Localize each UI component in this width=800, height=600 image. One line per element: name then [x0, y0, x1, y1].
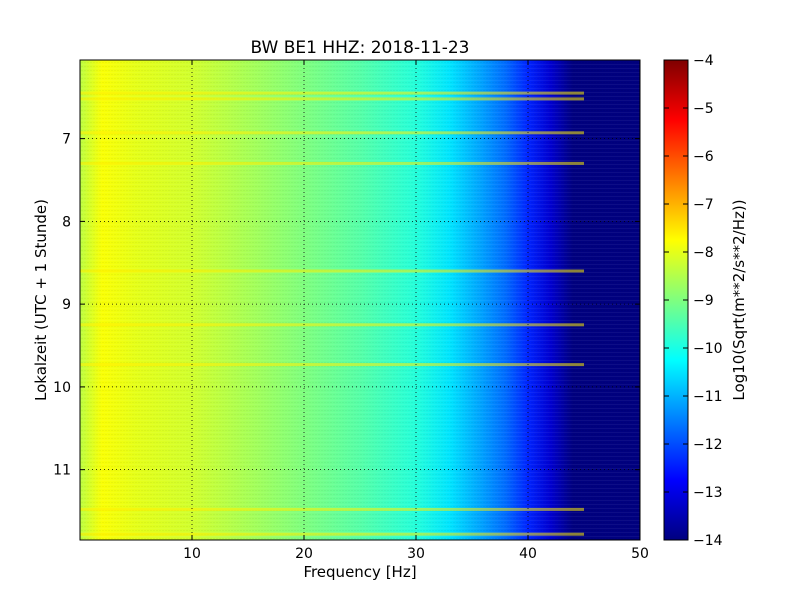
band-5	[80, 323, 584, 327]
band-4	[80, 269, 584, 273]
x-tick-label-1: 20	[295, 546, 313, 562]
plot-frame	[79, 59, 641, 541]
band-3	[80, 161, 584, 165]
colorbar-tick-label-0: −4	[693, 53, 714, 69]
x-tick-label-4: 50	[631, 546, 649, 562]
x-tick-label-3: 40	[519, 546, 537, 562]
y-tick-label-1: 8	[62, 214, 71, 230]
x-axis-ticks: 10 20 30 40 50	[183, 60, 649, 562]
band-0	[80, 91, 584, 95]
colorbar-tick-label-4: −8	[693, 245, 714, 261]
colorbar-tick-label-7: −11	[693, 389, 723, 405]
colorbar-tick-label-9: −13	[693, 485, 723, 501]
x-tick-label-2: 30	[407, 546, 425, 562]
band-2	[80, 131, 584, 135]
colorbar-tick-label-5: −9	[693, 293, 714, 309]
band-8	[80, 532, 584, 536]
colorbar-tick-label-10: −14	[693, 533, 723, 549]
colorbar-label: Log10(Sqrt(m**2/s**2/Hz))	[730, 199, 748, 400]
grid-lines	[80, 60, 640, 540]
y-axis-ticks: 7 8 9 10 11	[53, 132, 640, 479]
colorbar-tick-label-1: −5	[693, 101, 714, 117]
y-tick-label-0: 7	[62, 132, 71, 148]
x-tick-label-0: 10	[183, 546, 201, 562]
colorbar-tick-label-8: −12	[693, 437, 723, 453]
colorbar-tick-label-2: −6	[693, 149, 714, 165]
plot-area	[80, 60, 640, 540]
colorbar-tick-label-6: −10	[693, 341, 723, 357]
band-7	[80, 507, 584, 511]
band-1	[80, 97, 584, 101]
y-tick-label-3: 10	[53, 380, 71, 396]
spectrogram-texture	[80, 60, 640, 540]
chart-title: BW BE1 HHZ: 2018-11-23	[250, 38, 469, 58]
band-6	[80, 363, 584, 367]
y-tick-label-2: 9	[62, 297, 71, 313]
y-axis-label: Lokalzeit (UTC + 1 Stunde)	[32, 199, 50, 401]
horizontal-bands	[80, 91, 584, 536]
y-tick-label-4: 11	[53, 463, 71, 479]
colorbar-ticks: −4 −5 −6 −7 −8 −9 −10 −11 −12 −13 −14	[664, 53, 723, 549]
x-axis-label: Frequency [Hz]	[303, 563, 416, 581]
colorbar-tick-label-3: −7	[693, 197, 714, 213]
